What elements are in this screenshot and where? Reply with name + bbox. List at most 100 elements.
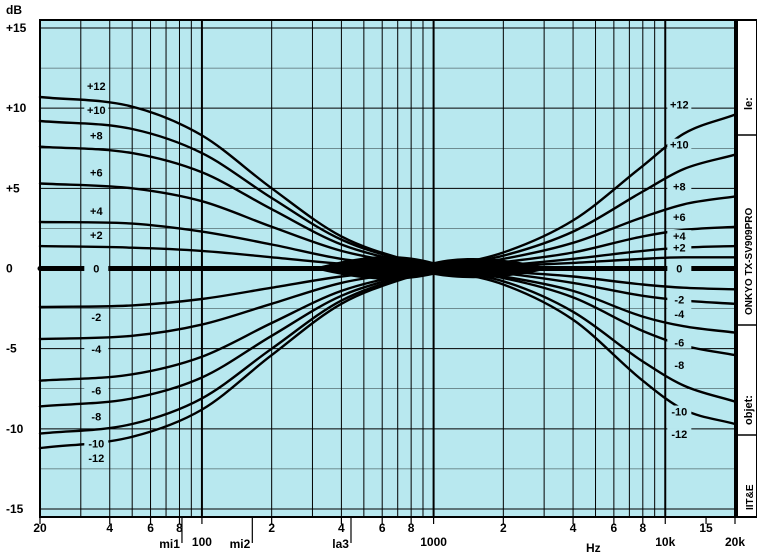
curve-label: +4 — [673, 231, 686, 243]
curve-group — [37, 95, 738, 450]
curve-label: -10 — [88, 439, 104, 451]
curve-label: +2 — [673, 242, 686, 254]
curve-label: -2 — [91, 312, 101, 324]
curve-label-bg — [667, 405, 692, 418]
curve-label-bg — [667, 359, 692, 372]
curve-label-bg — [84, 384, 109, 397]
sidebar-logo: IIT&E — [745, 484, 756, 510]
x-tick-label: 4 — [106, 521, 113, 535]
sidebar-field-top: le: — [743, 97, 755, 110]
curve-label: -8 — [91, 411, 101, 423]
curve-label-bg — [84, 262, 109, 275]
curve-label: 0 — [676, 264, 682, 276]
y-tick-label: -5 — [6, 342, 17, 356]
eq-curve — [38, 267, 435, 435]
curve-label-bg — [84, 452, 109, 465]
curve-label-bg — [84, 129, 109, 142]
curve-label-bg — [667, 98, 692, 111]
x-tick-label: 8 — [639, 521, 646, 535]
curve-label-bg — [84, 104, 109, 117]
curve-label: -4 — [91, 344, 102, 356]
x-tick-label: 8 — [176, 521, 183, 535]
eq-curve — [432, 113, 737, 270]
curve-label: +12 — [87, 81, 106, 93]
y-tick-label: +10 — [6, 101, 27, 115]
curve-label-bg — [667, 336, 692, 349]
curve-label-group: +12+10+8+6+4+20-2-4-6-8-10-12+12+10+8+6+… — [84, 79, 692, 465]
curve-label-bg — [84, 79, 109, 92]
curve-label-bg — [84, 343, 109, 356]
y-tick-label: +5 — [6, 181, 20, 195]
curve-label-bg — [84, 410, 109, 423]
x-tick-label: 6 — [379, 521, 386, 535]
curve-label: -4 — [674, 309, 685, 321]
note-tick-label: la3 — [332, 537, 349, 551]
eq-curve — [38, 95, 435, 270]
curve-label-bg — [667, 428, 692, 441]
eq-curve — [38, 267, 435, 408]
eq-curve — [38, 267, 435, 450]
x-tick-label: 4 — [338, 521, 345, 535]
y-tick-label: +15 — [6, 21, 27, 35]
y-tick-label: 0 — [6, 262, 13, 276]
x-axis-label: Hz — [586, 541, 601, 555]
sidebar-field-bottom: objet: — [743, 395, 755, 425]
eq-curve — [38, 267, 435, 341]
curve-label-bg — [84, 229, 109, 242]
eq-curve — [38, 145, 435, 270]
curve-label: -6 — [674, 338, 684, 350]
y-axis-label: dB — [6, 3, 22, 17]
curve-label: -6 — [91, 386, 101, 398]
x-tick-label: 15 — [699, 521, 713, 535]
x-tick-label: 20k — [725, 535, 745, 549]
eq-curve — [432, 153, 737, 270]
curve-label: +10 — [87, 105, 106, 117]
curve-label: 0 — [93, 264, 99, 276]
x-tick-label: 6 — [611, 521, 618, 535]
curve-label-bg — [667, 307, 692, 320]
sidebar-device-name: ONKYO TX-SV909PRO — [744, 208, 755, 315]
eq-curve — [38, 182, 435, 270]
x-tick-label: 2 — [268, 521, 275, 535]
curve-label-bg — [667, 293, 692, 306]
x-tick-label: 6 — [147, 521, 154, 535]
curve-label-bg — [667, 138, 692, 151]
curve-label: -12 — [671, 429, 687, 441]
curve-label: -2 — [674, 294, 684, 306]
curve-label: -8 — [674, 360, 684, 372]
note-tick-label: mi2 — [230, 537, 251, 551]
curve-label: +12 — [670, 100, 689, 112]
plot-frame — [39, 19, 736, 518]
x-tick-label: 100 — [192, 535, 212, 549]
y-tick-label: -10 — [6, 422, 24, 436]
sidebar-panel: le: ONKYO TX-SV909PRO objet: IIT&E — [736, 19, 757, 518]
x-tick-label: 2 — [500, 521, 507, 535]
curve-label: +8 — [90, 131, 103, 143]
y-tick-label: -15 — [6, 502, 24, 516]
curve-label: -10 — [671, 407, 687, 419]
curve-label: +6 — [90, 168, 103, 180]
eq-curve — [38, 119, 435, 270]
curve-label: +6 — [673, 212, 686, 224]
curve-label: +8 — [673, 181, 686, 193]
x-tick-label: 4 — [570, 521, 577, 535]
curve-label-bg — [667, 230, 692, 243]
eq-curve — [38, 267, 435, 382]
curve-label: +2 — [90, 230, 103, 242]
curve-label-bg — [84, 310, 109, 323]
curve-label: +10 — [670, 140, 689, 152]
curve-label-bg — [84, 166, 109, 179]
curve-label: -12 — [88, 453, 104, 465]
curve-label: +4 — [90, 206, 103, 218]
curve-label-bg — [667, 180, 692, 193]
curve-label-bg — [667, 241, 692, 254]
note-tick-label: mi1 — [159, 537, 180, 551]
curve-label-bg — [84, 437, 109, 450]
curve-label-bg — [667, 210, 692, 223]
x-tick-label: 8 — [408, 521, 415, 535]
curve-label-bg — [667, 262, 692, 275]
axis-group: +15 +10 +5 0 -5 -10 -15 20 4 6 8 100 2 4 6 8 1000 2 4 6 8 10k… — [6, 19, 745, 551]
x-tick-label: 1000 — [420, 535, 447, 549]
x-tick-label: 10k — [655, 535, 675, 549]
